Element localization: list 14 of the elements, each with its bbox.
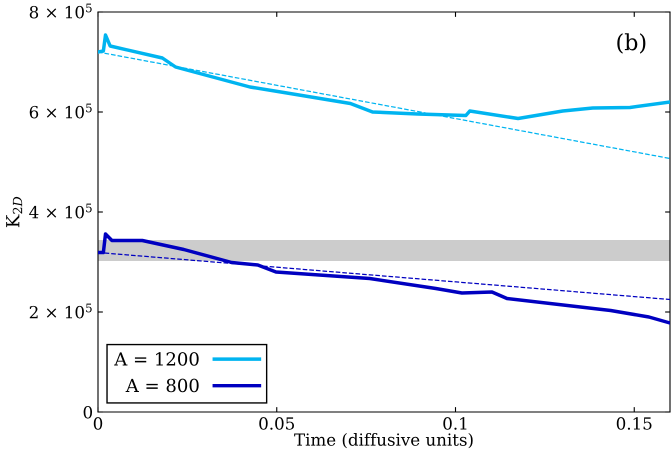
y-tick-label: 6 × 10$^{5}$	[30, 104, 92, 118]
y-axis-title: K$_{2D}$	[6, 196, 22, 228]
y-tick-label: 8 × 10$^{5}$	[30, 4, 92, 18]
y-tick-label: 2 × 10$^{5}$	[30, 304, 92, 318]
x-tick-label: 0.05	[259, 417, 294, 430]
x-tick-label: 0	[94, 417, 102, 430]
legend-label: A = 800	[126, 378, 199, 392]
y-tick-label: 0	[84, 406, 92, 419]
y-tick-label: 4 × 10$^{5}$	[29, 204, 92, 218]
x-tick-label: 0.1	[443, 417, 466, 430]
legend-label: A = 1200	[114, 352, 199, 366]
x-tick-label: 0.15	[616, 417, 652, 430]
annotation: (b)	[617, 33, 646, 54]
x-axis-title: Time (diffusive units)	[294, 432, 473, 448]
